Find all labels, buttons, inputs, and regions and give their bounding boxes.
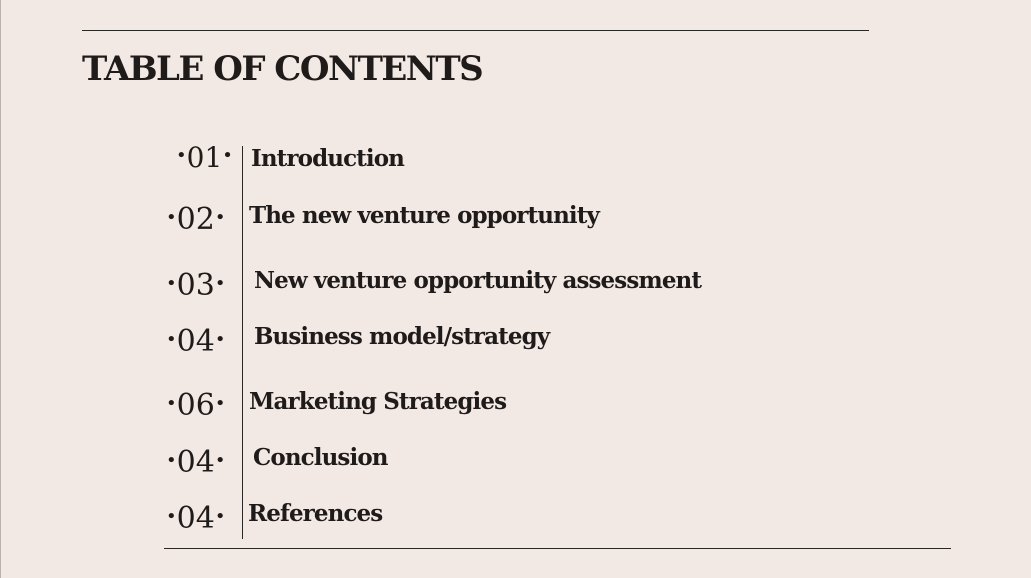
toc-vertical-divider (242, 146, 243, 539)
slide-edge (0, 0, 1, 578)
bottom-divider (164, 548, 951, 549)
toc-label: New venture opportunity assessment (254, 267, 702, 294)
toc-number: •04• (166, 445, 226, 480)
toc-label: Introduction (251, 145, 405, 172)
page-title: TABLE OF CONTENTS (82, 49, 484, 89)
toc-label: The new venture opportunity (249, 202, 600, 229)
toc-number: •04• (166, 324, 226, 359)
top-divider (82, 30, 869, 31)
toc-number: •02• (166, 202, 226, 237)
toc-number: •01• (176, 141, 233, 174)
toc-number: •04• (166, 501, 226, 536)
toc-label: Business model/strategy (254, 323, 550, 350)
toc-number: •06• (166, 388, 226, 423)
toc-label: Marketing Strategies (249, 388, 507, 415)
toc-label: Conclusion (253, 444, 388, 471)
toc-label: References (248, 500, 383, 527)
toc-number: •03• (166, 268, 226, 303)
